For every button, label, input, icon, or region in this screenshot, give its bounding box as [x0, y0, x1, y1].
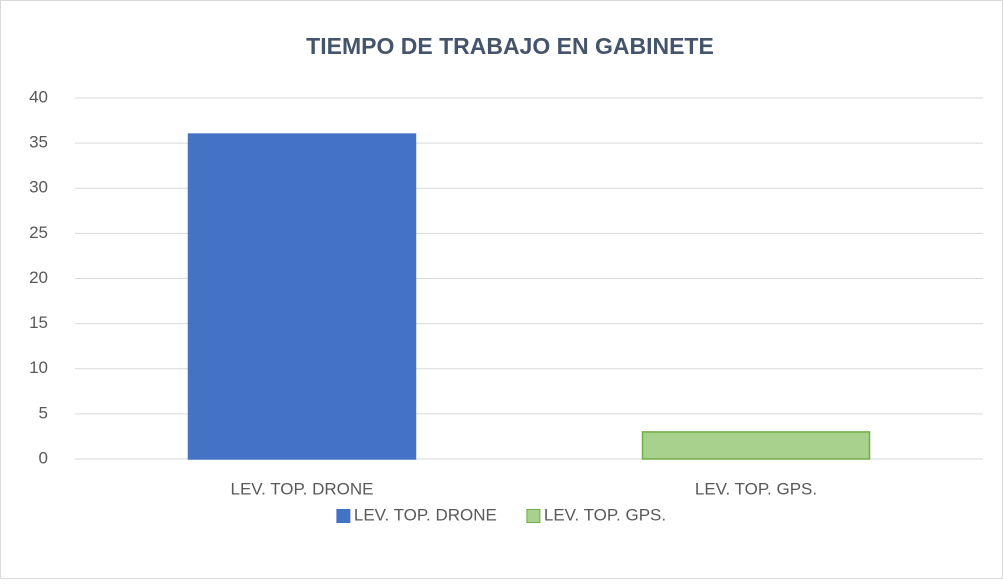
- x-tick-label: LEV. TOP. DRONE: [231, 479, 374, 498]
- y-tick-label: 5: [39, 403, 48, 422]
- chart-title: TIEMPO DE TRABAJO EN GABINETE: [306, 33, 714, 59]
- y-tick-label: 35: [29, 133, 48, 152]
- bar: [641, 431, 871, 460]
- legend-swatch: [336, 509, 351, 523]
- y-tick-label: 15: [29, 313, 48, 332]
- y-tick-label: 40: [29, 87, 48, 106]
- legend-label: LEV. TOP. GPS.: [544, 505, 666, 524]
- y-tick-label: 25: [29, 223, 48, 242]
- y-tick-label: 30: [29, 178, 48, 197]
- legend-label: LEV. TOP. DRONE: [354, 505, 497, 524]
- x-tick-label: LEV. TOP. GPS.: [695, 479, 817, 498]
- y-tick-label: 10: [29, 358, 48, 377]
- y-tick-label: 20: [29, 268, 48, 287]
- y-tick-label: 0: [39, 448, 48, 467]
- legend-swatch: [526, 509, 541, 523]
- bar: [187, 133, 417, 460]
